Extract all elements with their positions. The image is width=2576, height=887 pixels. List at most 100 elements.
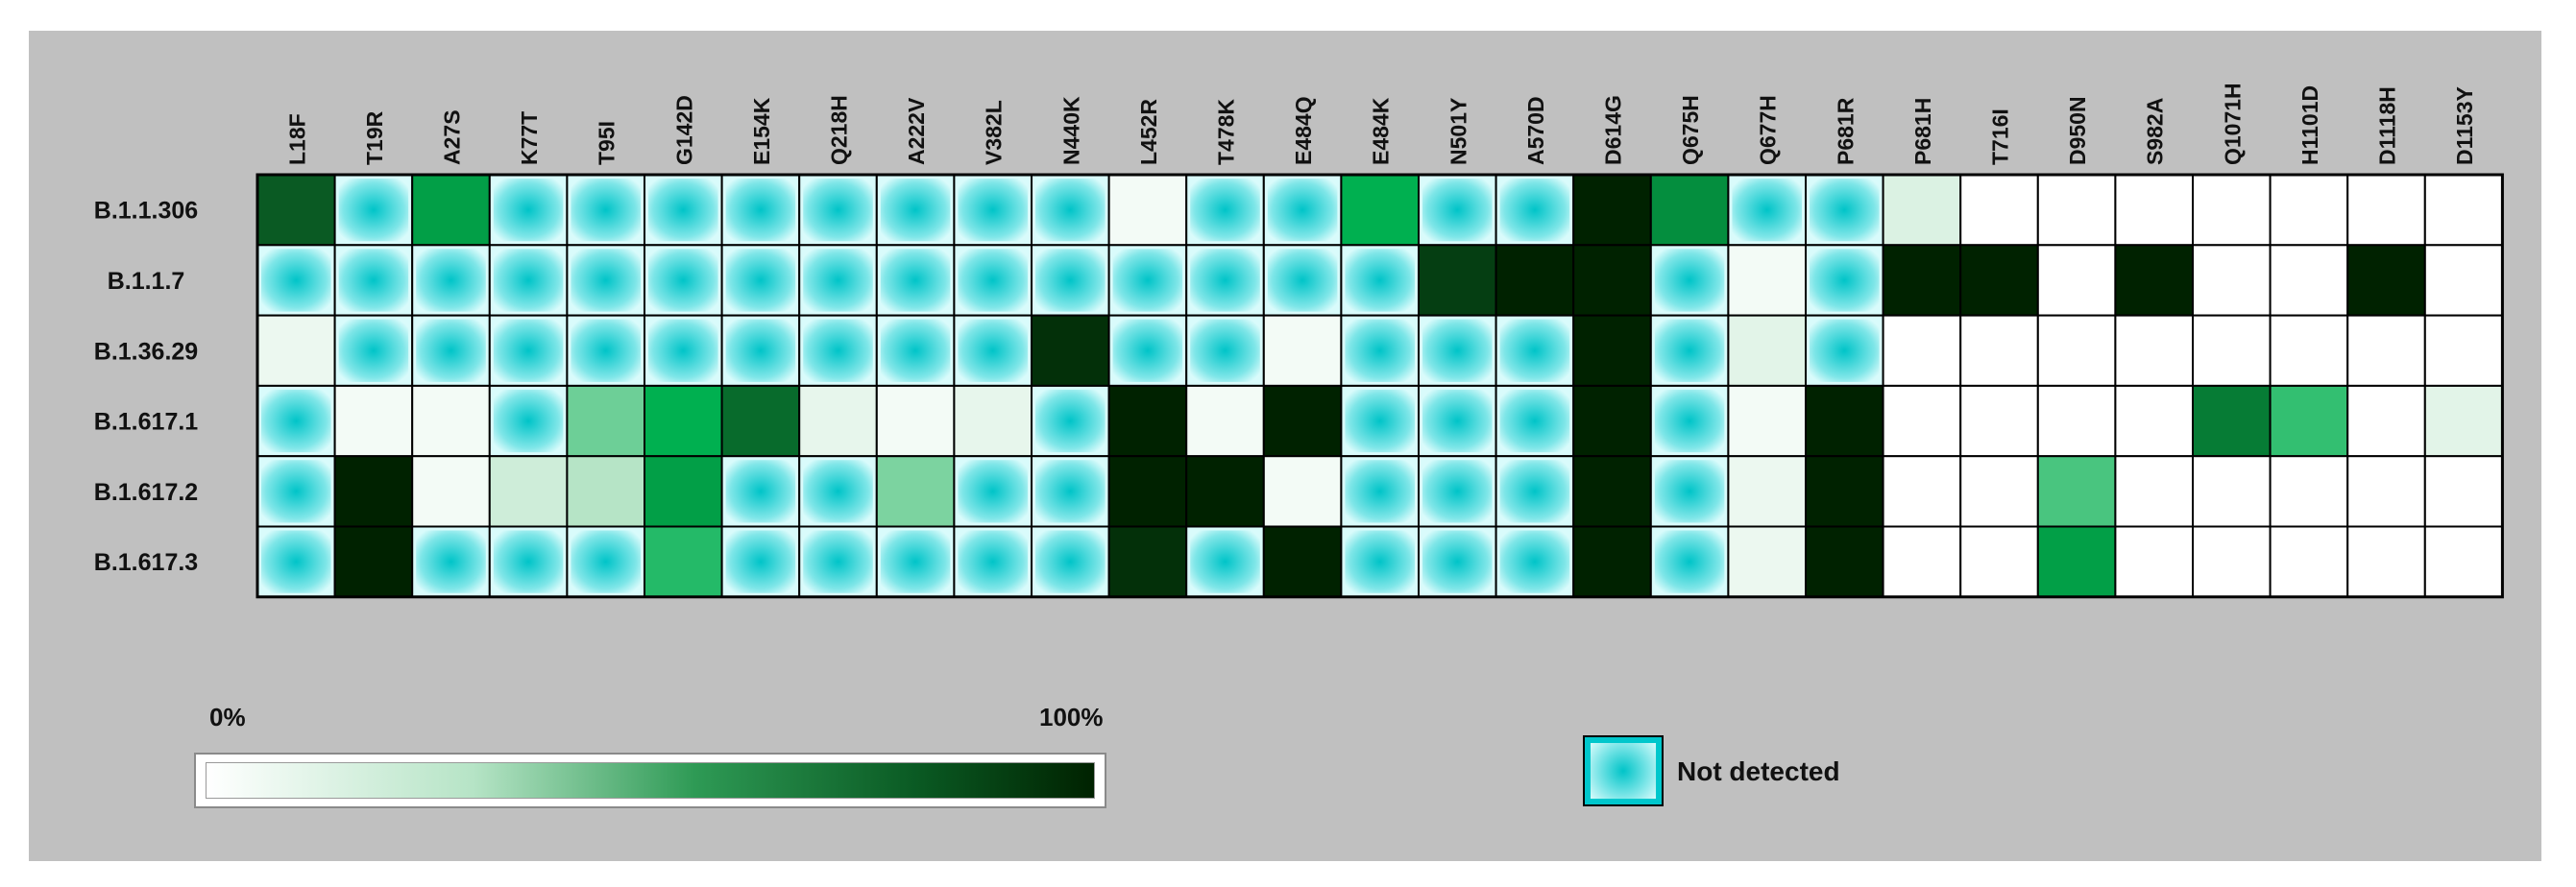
not-detected-label: Not detected (1677, 756, 1840, 786)
heatmap-cell (1959, 314, 2039, 387)
cell-not-detected-fill (416, 530, 486, 593)
colorbar-gradient (206, 762, 1095, 799)
cell-not-detected-fill (803, 460, 873, 523)
heatmap-cell (2346, 174, 2426, 247)
heatmap-cell (2114, 525, 2194, 598)
row-label-B.1.1.306: B.1.1.306 (94, 198, 198, 225)
heatmap-cell (1107, 174, 1188, 247)
heatmap-cell (2269, 244, 2349, 317)
column-label-N501Y: N501Y (1446, 98, 1470, 165)
heatmap-cell (2192, 314, 2272, 387)
column-label-T19R: T19R (362, 110, 387, 165)
heatmap-cell (2036, 314, 2117, 387)
not-detected-swatch-inner (1591, 743, 1656, 799)
heatmap-cell (333, 455, 414, 528)
column-label-D1153Y: D1153Y (2452, 86, 2477, 165)
heatmap-cell (333, 384, 414, 458)
cell-not-detected-fill (958, 460, 1028, 523)
heatmap-cell (2346, 384, 2426, 458)
cell-not-detected-fill (1422, 319, 1493, 382)
cell-not-detected-fill (1035, 179, 1106, 242)
heatmap-cell (2423, 455, 2504, 528)
cell-not-detected-fill (1654, 530, 1725, 593)
heatmap-cell (798, 384, 878, 458)
heatmap-cell (1418, 244, 1497, 317)
heatmap-cell (1882, 525, 1962, 598)
cell-not-detected-fill (261, 530, 331, 593)
heatmap-cell (1882, 384, 1962, 458)
heatmap-cell (2269, 314, 2349, 387)
cell-not-detected-fill (1499, 319, 1570, 382)
cell-not-detected-fill (1035, 249, 1106, 312)
heatmap-cell (1882, 244, 1962, 317)
cell-not-detected-fill (958, 249, 1028, 312)
cell-not-detected-fill (1345, 389, 1415, 453)
column-label-L452R: L452R (1136, 99, 1161, 165)
heatmap-cell (2269, 525, 2349, 598)
heatmap-cell (1107, 384, 1188, 458)
heatmap-cell (1882, 174, 1962, 247)
heatmap-cell (2423, 525, 2504, 598)
heatmap-cell (488, 455, 569, 528)
cell-not-detected-fill (1499, 460, 1570, 523)
cell-not-detected-fill (725, 319, 796, 382)
heatmap-cell (1262, 525, 1343, 598)
cell-not-detected-fill (725, 530, 796, 593)
column-label-G142D: G142D (671, 95, 696, 165)
not-detected-swatch (1583, 735, 1664, 806)
heatmap-cell (720, 384, 801, 458)
column-label-E484Q: E484Q (1291, 96, 1316, 165)
heatmap-cell (2192, 384, 2272, 458)
heatmap-cell (1185, 384, 1265, 458)
heatmap-cell (411, 455, 491, 528)
heatmap-cell (875, 455, 956, 528)
row-label-B.1.1.7: B.1.1.7 (108, 268, 185, 295)
cell-not-detected-fill (1422, 530, 1493, 593)
column-label-P681H: P681H (1910, 98, 1935, 165)
cell-not-detected-fill (1499, 530, 1570, 593)
heatmap-cell (2036, 525, 2117, 598)
cell-not-detected-fill (1345, 460, 1415, 523)
heatmap-cell (411, 384, 491, 458)
cell-not-detected-fill (803, 179, 873, 242)
cell-not-detected-fill (648, 179, 718, 242)
cell-not-detected-fill (803, 319, 873, 382)
cell-not-detected-fill (880, 530, 951, 593)
colorbar-max-label: 100% (1039, 703, 1104, 731)
cell-not-detected-fill (1112, 319, 1183, 382)
column-label-A570D: A570D (1523, 96, 1548, 165)
row-label-B.1.36.29: B.1.36.29 (94, 338, 198, 365)
cell-not-detected-fill (1810, 319, 1880, 382)
cell-not-detected-fill (1267, 249, 1338, 312)
cell-not-detected-fill (1654, 249, 1725, 312)
heatmap-cell (1805, 525, 1884, 598)
row-label-B.1.617.2: B.1.617.2 (94, 479, 198, 506)
heatmap-cell (1340, 174, 1421, 247)
heatmap-cell (1959, 244, 2039, 317)
cell-not-detected-fill (1190, 319, 1260, 382)
cell-not-detected-fill (1190, 249, 1260, 312)
heatmap-cell (256, 174, 336, 247)
cell-not-detected-fill (1345, 530, 1415, 593)
cell-not-detected-fill (803, 530, 873, 593)
cell-not-detected-fill (493, 319, 564, 382)
heatmap-cell (2346, 244, 2426, 317)
column-label-E484K: E484K (1369, 97, 1394, 165)
heatmap-cell (1805, 455, 1884, 528)
cell-not-detected-fill (1267, 179, 1338, 242)
heatmap-cell (566, 455, 646, 528)
heatmap-cell (2036, 244, 2117, 317)
cell-not-detected-fill (261, 389, 331, 453)
heatmap-cell (2114, 244, 2194, 317)
cell-not-detected-fill (416, 249, 486, 312)
cell-not-detected-fill (880, 319, 951, 382)
heatmap-cell (1959, 455, 2039, 528)
heatmap-cell (2192, 525, 2272, 598)
heatmap-cell (2036, 455, 2117, 528)
heatmap-cell (256, 314, 336, 387)
column-label-D1118H: D1118H (2375, 86, 2400, 165)
heatmap-cell (2423, 174, 2504, 247)
heatmap-cell (1805, 384, 1884, 458)
column-label-Q218H: Q218H (827, 95, 852, 165)
cell-not-detected-fill (958, 530, 1028, 593)
